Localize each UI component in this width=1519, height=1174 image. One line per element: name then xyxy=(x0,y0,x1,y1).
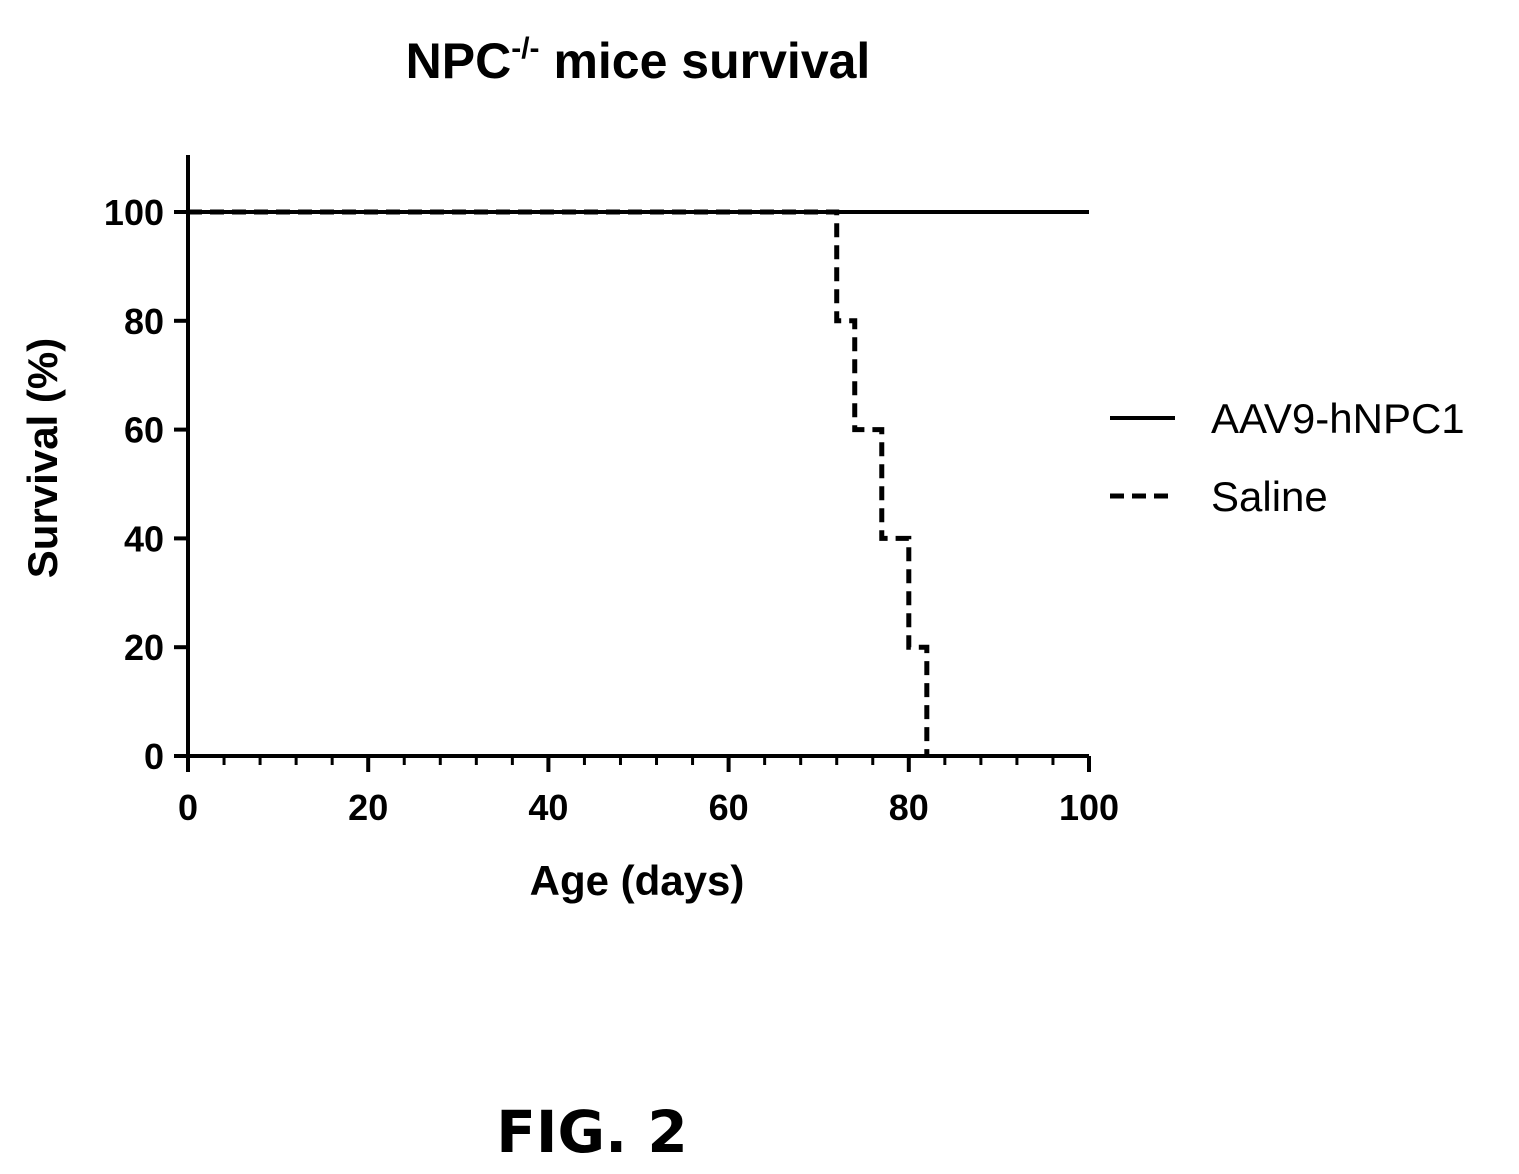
y-ticks: 0 20 40 60 80 100 xyxy=(104,192,188,777)
x-ticks: 0 20 40 60 80 100 xyxy=(178,756,1119,828)
x-tick-label: 60 xyxy=(709,787,749,828)
legend-label: AAV9-hNPC1 xyxy=(1211,395,1465,442)
axes xyxy=(186,155,1089,758)
y-tick-label: 60 xyxy=(124,410,164,451)
y-tick-label: 0 xyxy=(144,736,164,777)
legend-label: Saline xyxy=(1211,473,1328,520)
x-tick-label: 80 xyxy=(889,787,929,828)
chart-title-prefix: NPC xyxy=(406,33,512,89)
y-tick-label: 80 xyxy=(124,301,164,342)
y-tick-label: 40 xyxy=(124,518,164,559)
chart-title-suffix: mice survival xyxy=(540,33,871,89)
y-tick-label: 100 xyxy=(104,192,164,233)
chart-title: NPC-/- mice survival xyxy=(406,32,871,89)
y-tick-label: 20 xyxy=(124,627,164,668)
legend: AAV9-hNPC1 Saline xyxy=(1110,395,1465,520)
x-tick-label: 40 xyxy=(528,787,568,828)
x-tick-label: 0 xyxy=(178,787,198,828)
figure-caption: FIG. 2 xyxy=(496,1098,687,1166)
series-layer xyxy=(188,209,1089,756)
x-tick-label: 100 xyxy=(1059,787,1119,828)
x-minor-ticks xyxy=(222,756,1055,765)
chart-title-superscript: -/- xyxy=(511,32,539,65)
series-line-saline xyxy=(188,209,930,756)
x-axis-label: Age (days) xyxy=(530,857,745,904)
y-axis-label: Survival (%) xyxy=(19,338,66,578)
x-tick-label: 20 xyxy=(348,787,388,828)
